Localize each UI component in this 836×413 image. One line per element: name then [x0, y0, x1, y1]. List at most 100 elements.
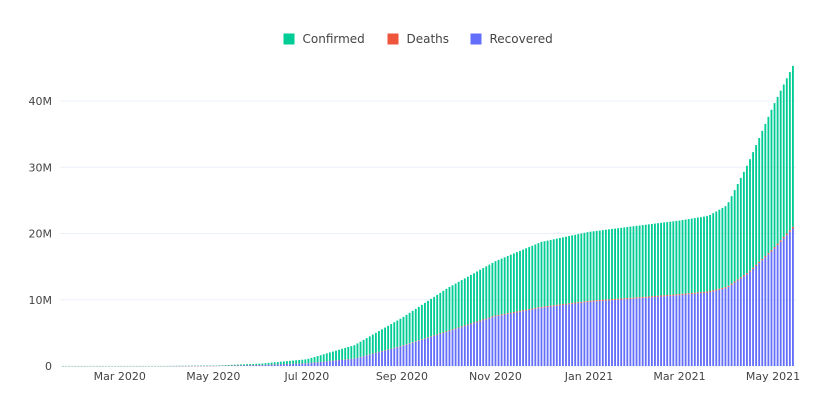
bar-deaths	[672, 294, 675, 296]
bar-confirmed	[641, 225, 644, 297]
bar-deaths	[442, 332, 445, 333]
bar-recovered	[381, 351, 383, 366]
bar-deaths	[776, 243, 779, 246]
bar-confirmed	[396, 320, 399, 347]
bar-recovered	[546, 306, 549, 366]
bar-deaths	[509, 312, 512, 314]
bar-confirmed	[279, 361, 282, 365]
bar-deaths	[457, 327, 460, 329]
bar-recovered	[782, 238, 785, 366]
bar-deaths	[746, 273, 748, 275]
bar-confirmed	[700, 217, 702, 293]
bar-confirmed	[301, 359, 304, 364]
bar-recovered	[516, 312, 518, 366]
bar-confirmed	[433, 296, 436, 336]
bar-confirmed	[387, 325, 390, 350]
bar-confirmed	[261, 363, 264, 365]
bar-recovered	[626, 299, 629, 366]
bar-deaths	[549, 305, 552, 307]
bar-confirmed	[479, 269, 482, 321]
bar-confirmed	[568, 236, 570, 304]
bar-recovered	[298, 363, 301, 366]
bar-deaths	[454, 328, 457, 330]
bar-deaths	[709, 291, 712, 293]
bar-confirmed	[328, 352, 331, 361]
bar-deaths	[420, 339, 423, 340]
bar-confirmed	[540, 241, 543, 307]
bar-recovered	[313, 362, 316, 366]
bar-confirmed	[604, 229, 607, 300]
bar-confirmed	[227, 364, 230, 366]
bar-confirmed	[509, 254, 512, 313]
bar-deaths	[623, 298, 626, 300]
bar-deaths	[565, 303, 567, 305]
bar-confirmed	[672, 221, 675, 295]
bar-recovered	[641, 297, 644, 366]
bar-recovered	[696, 293, 699, 366]
bar-confirmed	[451, 285, 454, 330]
bar-recovered	[736, 280, 739, 366]
bar-confirmed	[424, 302, 426, 339]
x-tick-label: Nov 2020	[469, 370, 522, 383]
bar-deaths	[500, 314, 503, 316]
bar-recovered	[341, 359, 344, 366]
bar-confirmed	[715, 211, 718, 290]
legend-item-confirmed[interactable]: Confirmed	[283, 32, 365, 46]
bar-confirmed	[721, 207, 724, 288]
bar-deaths	[742, 275, 745, 277]
bar-confirmed	[273, 362, 276, 365]
bar-recovered	[752, 268, 754, 366]
bar-recovered	[580, 302, 583, 366]
y-tick-label: 20M	[29, 228, 53, 241]
bar-confirmed	[482, 268, 485, 320]
bar-confirmed	[638, 225, 641, 298]
bar-confirmed	[792, 65, 794, 227]
bar-confirmed	[445, 288, 448, 332]
bar-confirmed	[583, 232, 586, 302]
bar-deaths	[436, 334, 439, 335]
bar-confirmed	[626, 227, 629, 299]
bar-deaths	[660, 295, 662, 297]
bar-recovered	[417, 340, 420, 366]
bar-confirmed	[264, 363, 267, 365]
bar-deaths	[583, 301, 586, 303]
bar-confirmed	[313, 356, 316, 363]
bar-deaths	[506, 313, 509, 315]
bar-recovered	[663, 296, 666, 366]
y-tick-label: 40M	[29, 95, 53, 108]
legend-item-deaths[interactable]: Deaths	[387, 32, 450, 46]
legend-item-recovered[interactable]: Recovered	[470, 32, 553, 46]
bar-recovered	[565, 304, 567, 366]
bar-recovered	[491, 317, 494, 366]
bar-confirmed	[516, 252, 518, 312]
bar-recovered	[577, 303, 580, 366]
bar-confirmed	[292, 360, 294, 364]
x-tick-label: Sep 2020	[376, 370, 428, 383]
bar-recovered	[611, 300, 613, 366]
bar-recovered	[356, 357, 359, 366]
bar-deaths	[620, 298, 623, 300]
bar-deaths	[445, 331, 448, 333]
bar-deaths	[491, 316, 494, 318]
bar-confirmed	[773, 103, 776, 247]
bar-recovered	[776, 245, 779, 366]
bar-deaths	[739, 277, 742, 279]
bar-recovered	[328, 361, 331, 366]
bar-recovered	[396, 347, 399, 366]
bar-confirmed	[335, 350, 337, 361]
bar-recovered	[700, 293, 702, 366]
bar-confirmed	[282, 361, 285, 365]
x-tick-label: Jul 2020	[283, 370, 329, 383]
bar-confirmed	[782, 84, 785, 237]
bar-recovered	[494, 316, 497, 366]
bar-confirmed	[420, 304, 423, 340]
bar-deaths	[721, 287, 724, 289]
bar-deaths	[611, 299, 613, 301]
bar-confirmed	[739, 177, 742, 278]
bar-confirmed	[393, 322, 396, 348]
bar-recovered	[528, 310, 531, 366]
bar-recovered	[509, 313, 512, 366]
bar-recovered	[552, 306, 555, 366]
bar-deaths	[424, 338, 426, 339]
bar-recovered	[779, 241, 782, 366]
